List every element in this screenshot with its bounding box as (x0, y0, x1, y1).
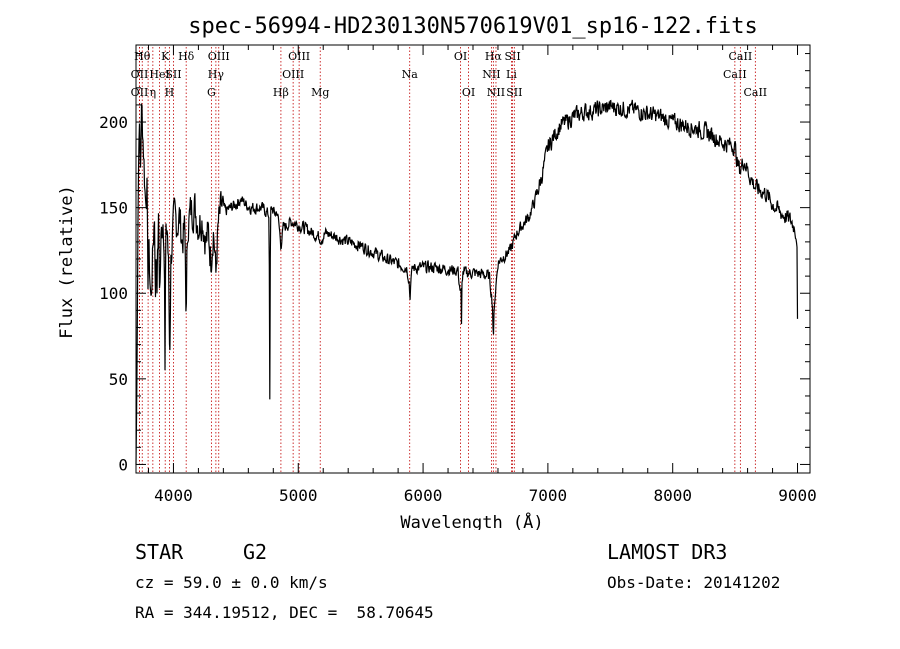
spectral-line-label: Mg (311, 86, 329, 99)
y-tick-label: 100 (99, 284, 128, 303)
x-tick-label: 7000 (529, 486, 568, 505)
spectrum-chart: spec-56994-HD230130N570619V01_sp16-122.f… (57, 14, 817, 530)
x-tick-label: 8000 (653, 486, 692, 505)
spectral-line-label: K (161, 50, 170, 63)
x-tick-label: 4000 (154, 486, 193, 505)
x-tick-label: 6000 (404, 486, 443, 505)
spectral-line-label: Li (506, 68, 517, 81)
spectral-line-label: OII (131, 86, 149, 99)
spectral-line-label: CaII (723, 68, 747, 81)
x-tick-label: 5000 (279, 486, 318, 505)
spectral-line-label: Hδ (178, 50, 195, 63)
chart-title: spec-56994-HD230130N570619V01_sp16-122.f… (188, 14, 758, 39)
spectral-line-label: OII (131, 68, 149, 81)
spectral-line-label: OI (454, 50, 467, 63)
spectral-line-label: SII (165, 68, 181, 81)
spectral-line-label: Hβ (273, 86, 289, 99)
redshift-velocity: cz = 59.0 ± 0.0 km/s (135, 573, 328, 592)
spectral-line-label: CaII (729, 50, 753, 63)
spectral-line-label: OIII (208, 50, 230, 63)
coordinates: RA = 344.19512, DEC = 58.70645 (135, 603, 434, 622)
y-tick-label: 200 (99, 113, 128, 132)
spectral-line-label: Hα (485, 50, 503, 63)
y-axis-label: Flux (relative) (57, 185, 77, 339)
object-subclass: G2 (243, 540, 268, 564)
y-tick-label: 50 (109, 370, 128, 389)
survey-name: LAMOST DR3 (607, 540, 728, 564)
spectral-line-label: Hγ (208, 68, 225, 81)
x-axis-label: Wavelength (Å) (400, 511, 543, 530)
y-tick-label: 150 (99, 199, 128, 218)
spectral-line-label: NII (487, 86, 505, 99)
x-tick-label: 9000 (778, 486, 817, 505)
spectral-line-label: OIII (282, 68, 304, 81)
spectral-line-label: OIII (288, 50, 310, 63)
spectral-line-label: CaII (743, 86, 767, 99)
spectral-line-label: SII (506, 86, 522, 99)
x-axis: 4000 5000 6000 7000 8000 9000 (147, 45, 817, 505)
spectrum-line (135, 99, 799, 465)
plot-frame (135, 44, 811, 474)
spectral-line-label: SII (504, 50, 520, 63)
observation-date: Obs-Date: 20141202 (607, 573, 781, 592)
y-axis: 0 50 100 150 200 (99, 53, 810, 474)
spectral-line-label: Na (402, 68, 419, 81)
spectral-line-label: η (150, 86, 157, 99)
y-tick-label: 0 (118, 455, 128, 474)
spectral-line-label: HeI (149, 68, 169, 81)
object-class: STAR (135, 540, 184, 564)
spectral-line-label: H (165, 86, 175, 99)
spectral-line-label: NII (482, 68, 500, 81)
spectral-line-label: OI (462, 86, 475, 99)
spectral-line-label: G (207, 86, 216, 99)
